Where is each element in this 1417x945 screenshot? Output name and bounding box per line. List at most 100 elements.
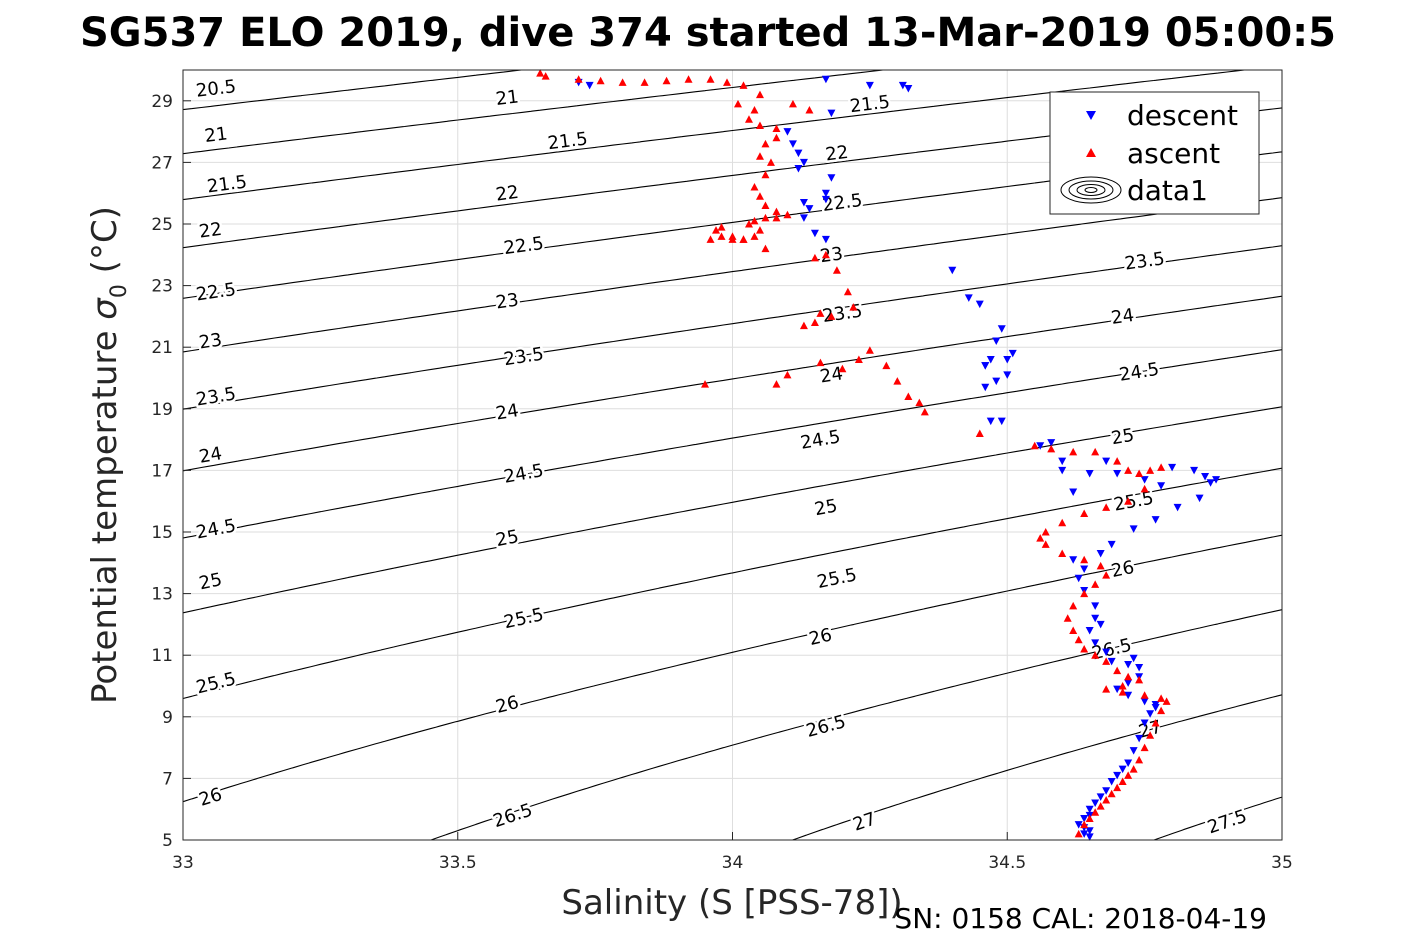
descent-point (948, 266, 957, 275)
svg-text:Potential temperature σ0 (°C): Potential temperature σ0 (°C) (85, 206, 132, 704)
ascent-point (712, 226, 721, 234)
descent-point (904, 84, 913, 93)
descent-point (1091, 799, 1100, 808)
x-tick-label: 34 (722, 853, 744, 873)
y-axis-ticks: 5 7 9 11 13 15 17 19 21 23 25 27 29 (151, 92, 191, 851)
ascent-point (1096, 802, 1105, 810)
ascent-point (1069, 626, 1078, 635)
ascent-point (701, 380, 710, 388)
ascent-point (755, 226, 764, 234)
ascent-point (761, 170, 770, 179)
descent-point (1069, 488, 1078, 496)
y-tick-label: 11 (151, 646, 173, 666)
descent-point (1085, 469, 1094, 478)
ascent-series (536, 69, 1171, 838)
ascent-point (728, 232, 737, 240)
ascent-point (750, 232, 759, 240)
descent-point (1146, 710, 1155, 718)
ascent-point (975, 429, 984, 437)
ascent-point (755, 152, 764, 160)
ascent-point (1080, 645, 1089, 653)
descent-point (1102, 787, 1111, 795)
contour-label: 21 (203, 123, 228, 147)
descent-point (1107, 777, 1116, 786)
ascent-point (640, 78, 649, 86)
ascent-point (1058, 549, 1067, 558)
descent-point (992, 377, 1001, 386)
descent-point (1085, 827, 1094, 835)
legend-data1-label: data1 (1127, 174, 1208, 207)
descent-point (1080, 830, 1089, 838)
ascent-point (1146, 466, 1155, 474)
ascent-point (1135, 755, 1144, 764)
descent-point (794, 165, 803, 173)
ascent-point (772, 213, 781, 222)
descent-point (1036, 442, 1045, 450)
contour-line (792, 694, 1283, 841)
ascent-point (1157, 463, 1166, 471)
descent-point (981, 362, 990, 370)
descent-point (1096, 793, 1105, 801)
descent-point (1047, 439, 1056, 447)
contour-label: 22 (824, 142, 849, 166)
descent-point (1102, 648, 1111, 657)
ascent-point (1091, 580, 1100, 588)
descent-point (1107, 657, 1116, 666)
descent-point (1140, 719, 1149, 727)
ascent-point (1030, 441, 1039, 450)
ascent-point (816, 309, 825, 317)
descent-point (1091, 614, 1100, 623)
ascent-point (1113, 783, 1122, 792)
ascent-point (1102, 503, 1111, 511)
descent-point (1080, 814, 1089, 823)
ascent-point (1096, 561, 1105, 570)
ascent-point (827, 312, 836, 320)
y-tick-label: 5 (162, 831, 173, 851)
ascent-point (1091, 651, 1100, 659)
descent-point (810, 229, 819, 238)
contour-line (182, 69, 522, 111)
descent-point (1118, 765, 1127, 774)
ascent-point (596, 76, 605, 85)
contour-label: 23.5 (821, 301, 864, 328)
y-tick-label: 29 (151, 92, 173, 112)
descent-point (821, 235, 830, 244)
legend-ascent-label: ascent (1127, 137, 1220, 170)
legend: descent ascent data1 (1049, 91, 1260, 215)
ascent-point (1080, 509, 1089, 518)
ascent-point (761, 213, 770, 222)
ascent-point (723, 78, 732, 86)
ascent-point (739, 81, 748, 89)
ascent-point (755, 192, 764, 200)
ascent-point (799, 321, 808, 330)
ascent-point (1074, 635, 1083, 644)
descent-point (1124, 679, 1133, 687)
y-tick-label: 25 (151, 215, 173, 235)
x-tick-label: 34.5 (988, 853, 1026, 873)
descent-point (1008, 349, 1017, 358)
ascent-point (739, 235, 748, 243)
ascent-point (772, 133, 781, 142)
contour-label: 25 (494, 526, 521, 551)
ascent-point (843, 287, 852, 296)
ascent-point (1129, 765, 1138, 773)
descent-point (986, 356, 995, 364)
ascent-point (1041, 528, 1050, 536)
descent-point (865, 81, 874, 90)
ascent-point (1063, 614, 1072, 622)
contour-label: 23 (819, 243, 845, 267)
y-axis-label-unit: (°C) (85, 206, 125, 284)
legend-descent-label: descent (1127, 99, 1238, 132)
descent-point (1201, 473, 1210, 481)
descent-point (1096, 620, 1105, 629)
legend-descent-marker (1086, 111, 1096, 120)
y-tick-label: 19 (151, 400, 173, 420)
ascent-point (920, 407, 929, 416)
descent-point (1129, 525, 1138, 533)
ascent-point (750, 216, 759, 225)
ascent-point (766, 158, 775, 166)
descent-point (997, 325, 1006, 333)
ascent-point (706, 235, 715, 243)
descent-point (986, 417, 995, 426)
